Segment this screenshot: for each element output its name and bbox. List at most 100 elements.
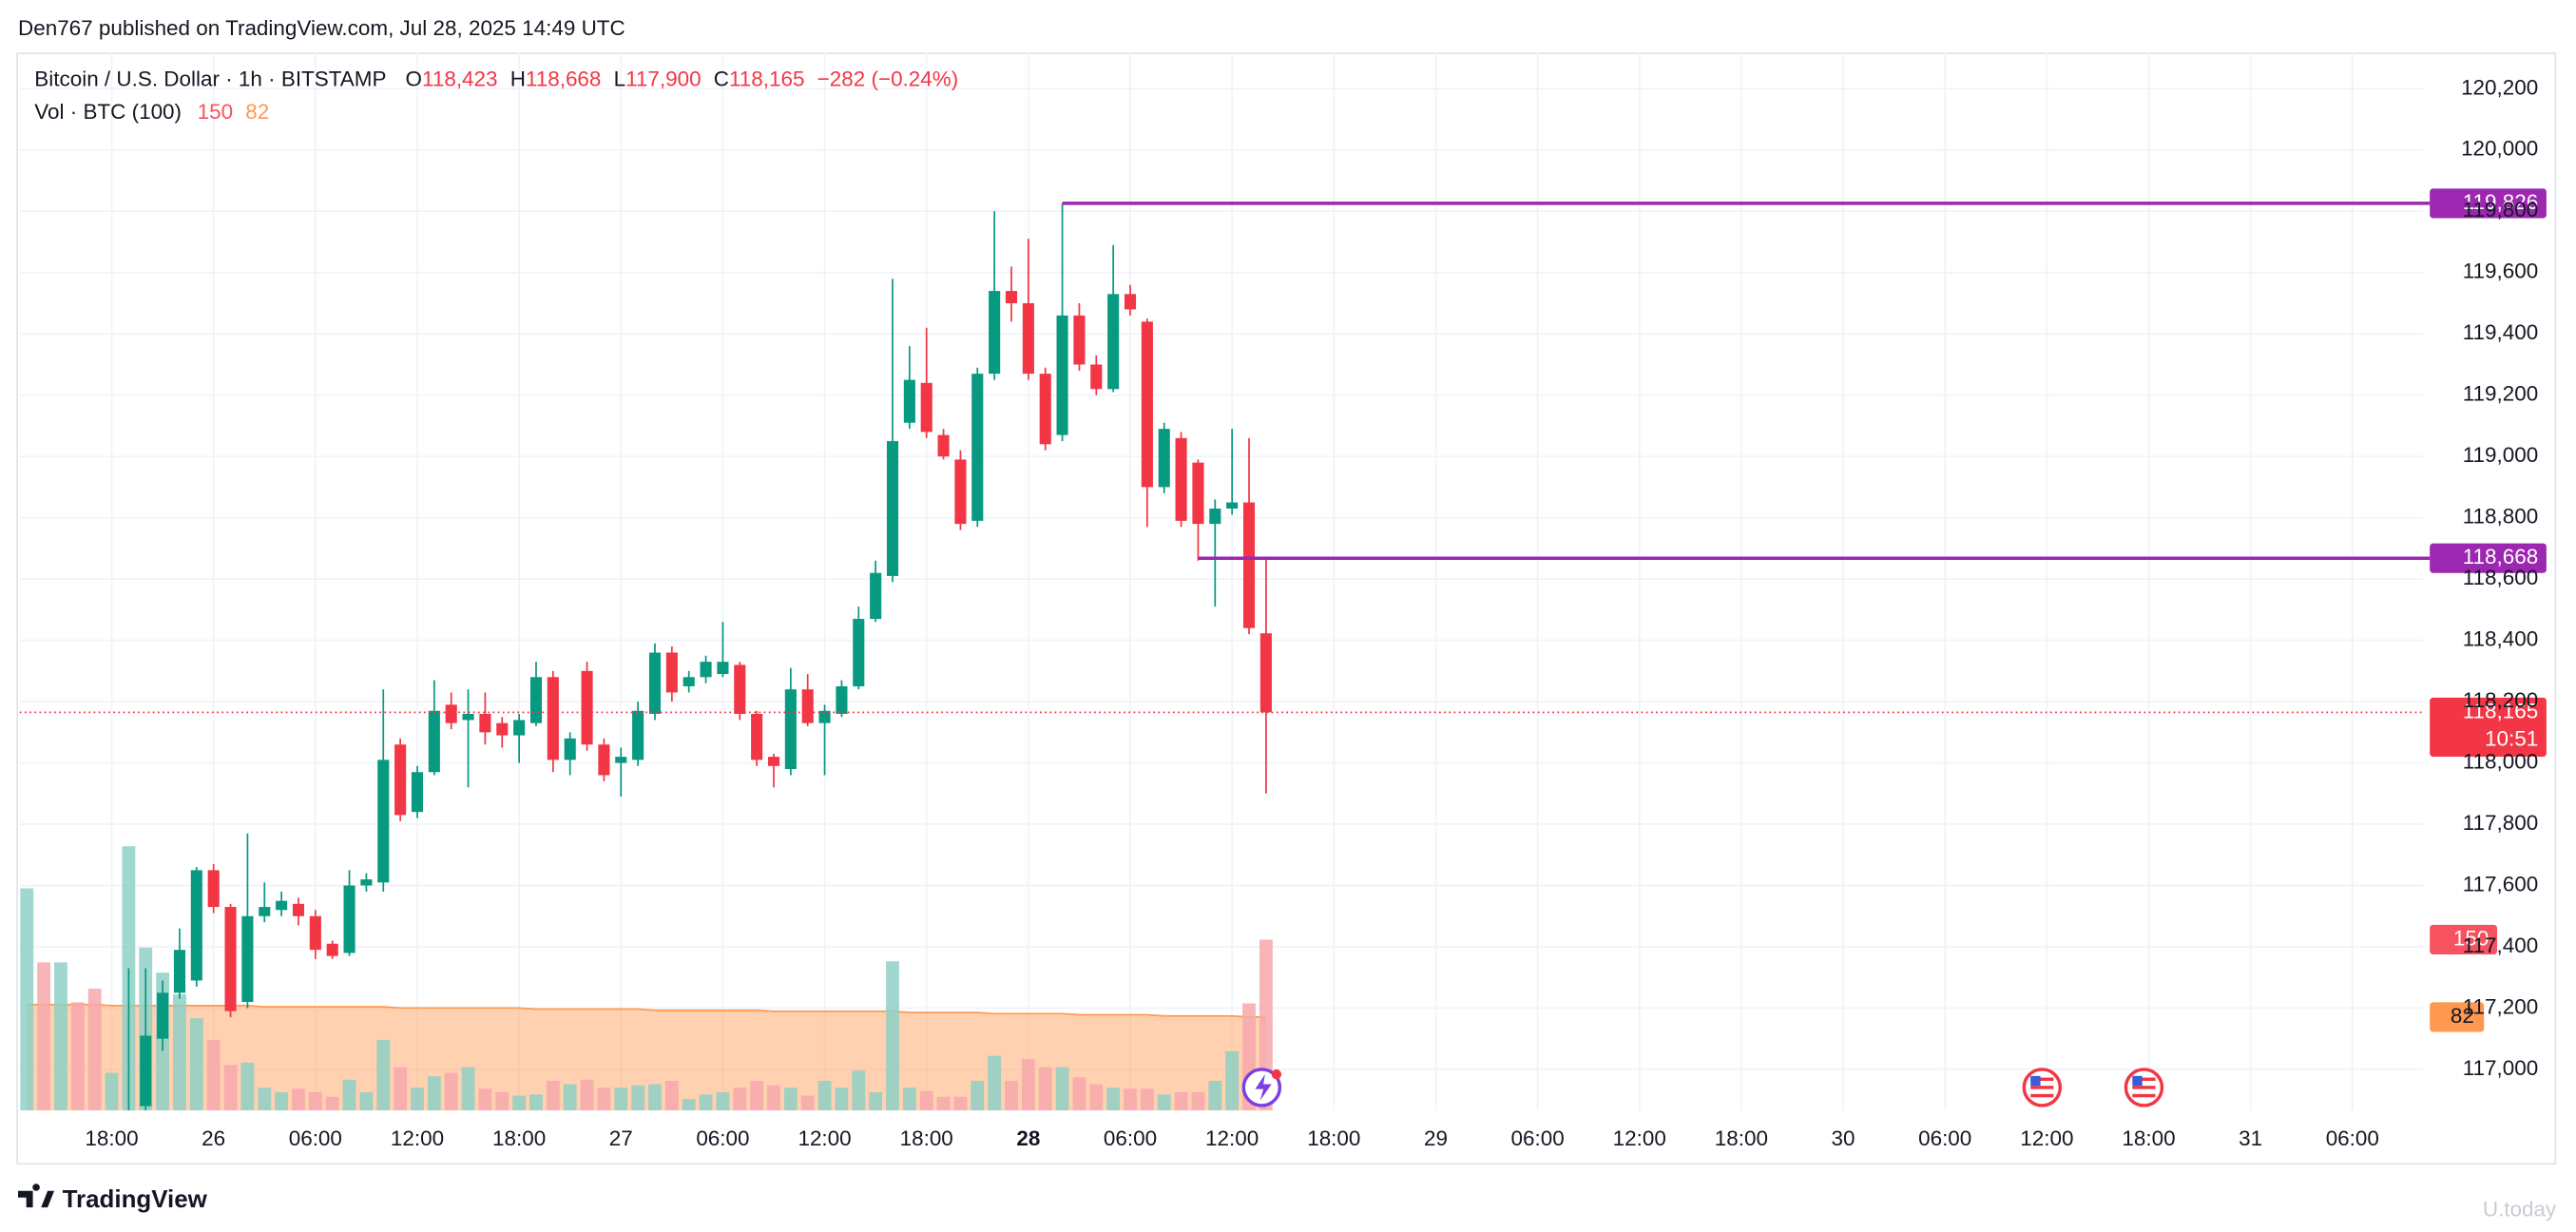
- volume-bar: [376, 1039, 391, 1111]
- flag-stripe: [2132, 1077, 2156, 1082]
- candle-body: [886, 441, 899, 576]
- candle-body: [1124, 294, 1137, 310]
- volume-bar: [546, 1080, 560, 1111]
- volume-bar: [800, 1095, 815, 1111]
- x-tick-label: 12:00: [798, 1126, 851, 1150]
- candle-body: [1090, 364, 1103, 390]
- volume-bar: [87, 988, 102, 1111]
- volume-bar: [750, 1080, 764, 1111]
- brand-logo: [18, 1184, 55, 1208]
- volume-bar: [1259, 939, 1273, 1111]
- grid: [19, 52, 2424, 1111]
- volume-bar: [1174, 1091, 1188, 1111]
- x-tick-label: 28: [1016, 1126, 1040, 1150]
- close-value: 118,165: [729, 67, 805, 91]
- volume-bar: [648, 1084, 662, 1111]
- candle-body: [241, 915, 254, 1003]
- x-tick-label: 29: [1424, 1126, 1448, 1150]
- open-value: 118,423: [422, 67, 498, 91]
- candle-body: [547, 677, 559, 760]
- volume-bar: [292, 1088, 305, 1111]
- open-prefix: O: [406, 67, 422, 91]
- volume-bar: [1191, 1091, 1205, 1111]
- volume-bar: [70, 1002, 85, 1111]
- candle-body: [717, 662, 729, 675]
- y-tick-label: 119,000: [2463, 443, 2539, 467]
- candle-body: [309, 915, 321, 951]
- volume-bar: [325, 1096, 339, 1111]
- x-tick-label: 12:00: [2020, 1126, 2073, 1150]
- x-tick-label: 06:00: [289, 1126, 342, 1150]
- candle-body: [479, 713, 491, 733]
- volume-bar: [394, 1067, 408, 1111]
- volume-bar: [597, 1088, 611, 1111]
- candle-body: [1005, 291, 1018, 303]
- brand-name: TradingView: [63, 1186, 208, 1213]
- watermark: U.today: [2483, 1197, 2557, 1221]
- candle-body: [581, 670, 593, 745]
- y-tick-label: 117,800: [2463, 811, 2539, 835]
- candle-body: [1073, 315, 1086, 365]
- candle-body: [1022, 302, 1034, 375]
- candle-body: [632, 710, 644, 760]
- candle-body: [1039, 374, 1051, 445]
- volume-bar: [427, 1076, 441, 1111]
- volume-bar: [275, 1091, 289, 1111]
- y-tick-label: 119,600: [2463, 260, 2539, 283]
- volume-bar: [1072, 1077, 1086, 1111]
- x-tick-label: 12:00: [1613, 1126, 1666, 1150]
- volume-bar: [682, 1099, 696, 1111]
- event-flag: [2022, 1068, 2063, 1107]
- candle-body: [190, 870, 202, 981]
- volume-bar: [1021, 1059, 1035, 1111]
- volume-bar: [240, 1062, 255, 1111]
- x-tick-label: 27: [609, 1126, 633, 1150]
- flag-stripe: [2132, 1086, 2156, 1089]
- volume-bar: [716, 1091, 730, 1111]
- event-flag: [2124, 1068, 2164, 1107]
- price-badge: [2430, 188, 2547, 219]
- candle-body: [954, 459, 967, 525]
- low-value: 117,900: [625, 67, 702, 91]
- volume-bar: [1225, 1050, 1240, 1111]
- volume-bar: [20, 888, 34, 1111]
- volume-bar: [1055, 1067, 1069, 1111]
- candle-body: [734, 664, 746, 714]
- flag-canton: [2132, 1075, 2143, 1087]
- ai-icon-bolt: [1255, 1074, 1272, 1101]
- candle-body: [1192, 462, 1204, 525]
- y-tick-label: 118,600: [2463, 566, 2539, 589]
- candle-body: [801, 689, 814, 723]
- volume-bar: [783, 1088, 798, 1111]
- flag-canton: [2030, 1075, 2041, 1087]
- volume-bar: [308, 1091, 322, 1111]
- candle-body: [224, 907, 237, 1011]
- y-tick-label: 118,000: [2463, 749, 2539, 773]
- y-tick-label: 120,200: [2461, 75, 2538, 99]
- high-prefix: H: [510, 67, 526, 91]
- volume-bar: [1208, 1080, 1222, 1111]
- candle-body: [173, 950, 186, 993]
- volume-bar: [444, 1072, 458, 1111]
- flag-stripe: [2030, 1093, 2054, 1098]
- x-tick-label: 30: [1832, 1126, 1855, 1150]
- volume-bar: [359, 1091, 374, 1111]
- volume-bar: [817, 1080, 832, 1111]
- candle-body: [140, 1035, 152, 1107]
- symbol-title: Bitcoin / U.S. Dollar · 1h · BITSTAMP: [34, 67, 386, 91]
- volume-bar: [953, 1096, 968, 1111]
- event-icons: [1241, 1068, 2164, 1107]
- price-badge-label: 119,826: [2463, 190, 2539, 214]
- volume-bar: [988, 1055, 1002, 1111]
- flag-stripe: [2132, 1093, 2156, 1098]
- candle-body: [292, 903, 305, 916]
- price-badge-label: 118,668: [2463, 545, 2539, 568]
- volume-bar: [173, 993, 186, 1111]
- volume-bar: [1124, 1088, 1137, 1111]
- volume-bar: [105, 1072, 119, 1111]
- candle-body: [496, 722, 509, 736]
- x-tick-label: 06:00: [696, 1126, 749, 1150]
- volume-bar: [258, 1088, 272, 1111]
- volume-bar: [733, 1088, 747, 1111]
